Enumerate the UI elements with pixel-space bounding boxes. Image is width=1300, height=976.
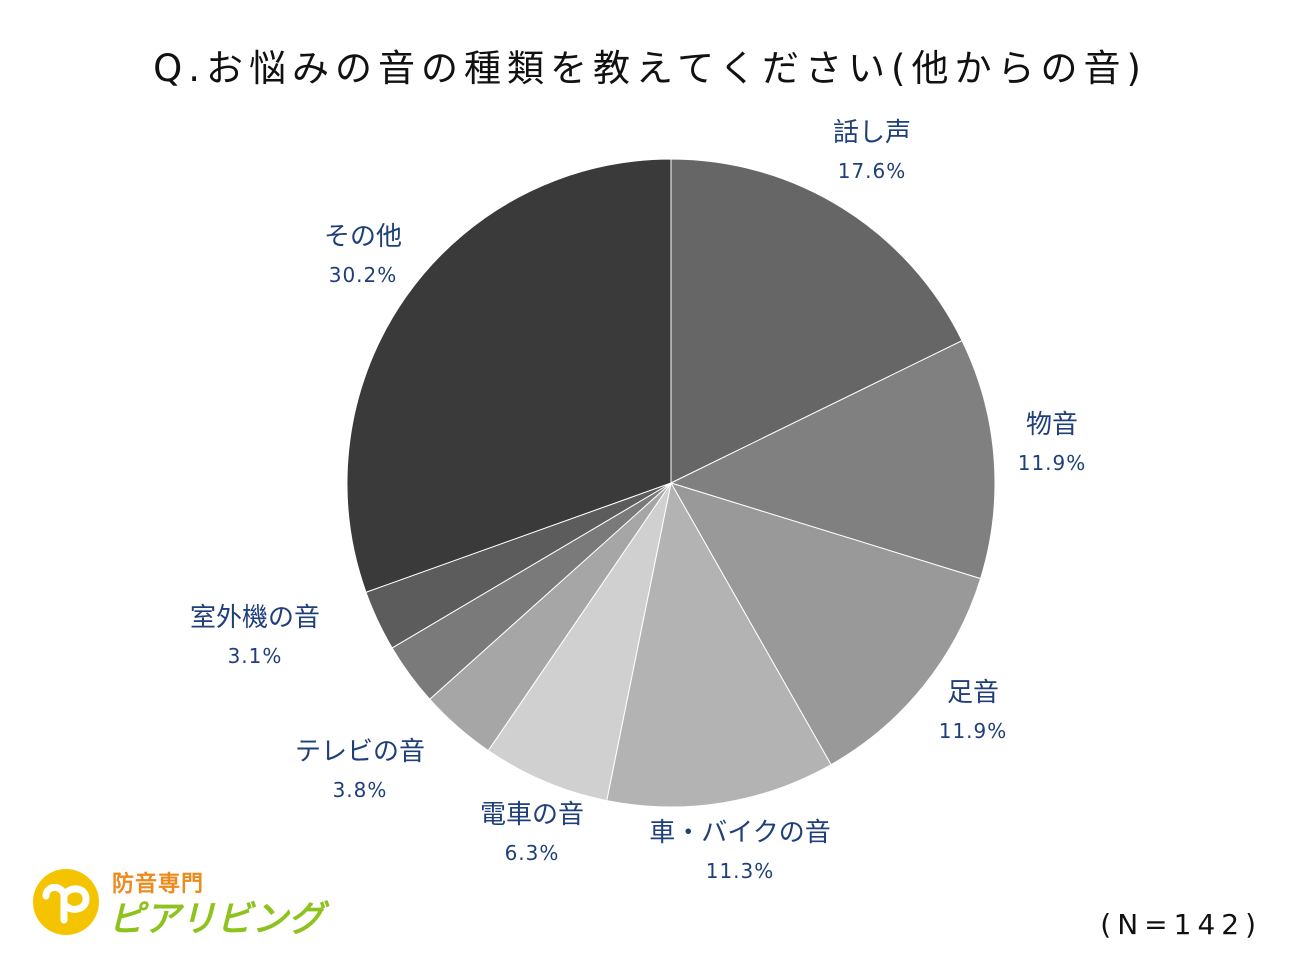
slice-label: 電車の音 6.3% xyxy=(480,800,584,866)
slice-label: テレビの音 3.8% xyxy=(295,737,425,803)
slice-label-name: 室外機の音 xyxy=(189,603,321,633)
pie-slice-0 xyxy=(670,158,963,484)
slice-label-value: 11.9% xyxy=(938,719,1008,743)
pie-slice-2 xyxy=(669,482,982,766)
slice-label-name: 車・バイクの音 xyxy=(649,818,831,848)
slice-label-name: その他 xyxy=(323,222,403,252)
logo-mark-icon xyxy=(33,869,99,935)
slice-label-value: 11.9% xyxy=(1017,451,1087,475)
slice-label: その他 30.2% xyxy=(324,222,402,288)
slice-label-name: 話し声 xyxy=(832,118,912,148)
pie-slice-8 xyxy=(346,158,672,593)
pie-slice-3 xyxy=(606,481,832,808)
slice-label-value: 17.6% xyxy=(837,159,907,183)
pie-slice-1 xyxy=(669,339,996,580)
pie-slice-4 xyxy=(487,482,672,802)
sample-size: (N=142) xyxy=(1100,908,1262,941)
slice-label-value: 11.3% xyxy=(705,859,775,883)
slice-label: 車・バイクの音 11.3% xyxy=(649,818,830,884)
chart-title: Q.お悩みの音の種類を教えてください(他からの音) xyxy=(153,47,1147,90)
slice-label-name: 足音 xyxy=(946,678,1000,708)
logo-name: ピアリビング xyxy=(108,899,325,940)
slice-label-value: 3.8% xyxy=(332,778,388,802)
slice-label-value: 6.3% xyxy=(504,841,560,865)
slice-label-value: 30.2% xyxy=(328,263,398,287)
logo-subtitle: 防音専門 xyxy=(112,872,205,897)
slice-label-name: 電車の音 xyxy=(479,800,585,830)
brand-logo: 防音専門 ピアリビング xyxy=(30,862,330,942)
slice-label-value: 3.1% xyxy=(227,644,283,668)
slice-label: 足音 11.9% xyxy=(939,678,1008,744)
slice-label: 物音 11.9% xyxy=(1018,410,1087,476)
slice-label: 室外機の音 3.1% xyxy=(190,603,320,669)
slice-label-name: テレビの音 xyxy=(294,737,426,767)
slice-label-name: 物音 xyxy=(1025,410,1079,440)
slice-label: 話し声 17.6% xyxy=(833,118,911,184)
